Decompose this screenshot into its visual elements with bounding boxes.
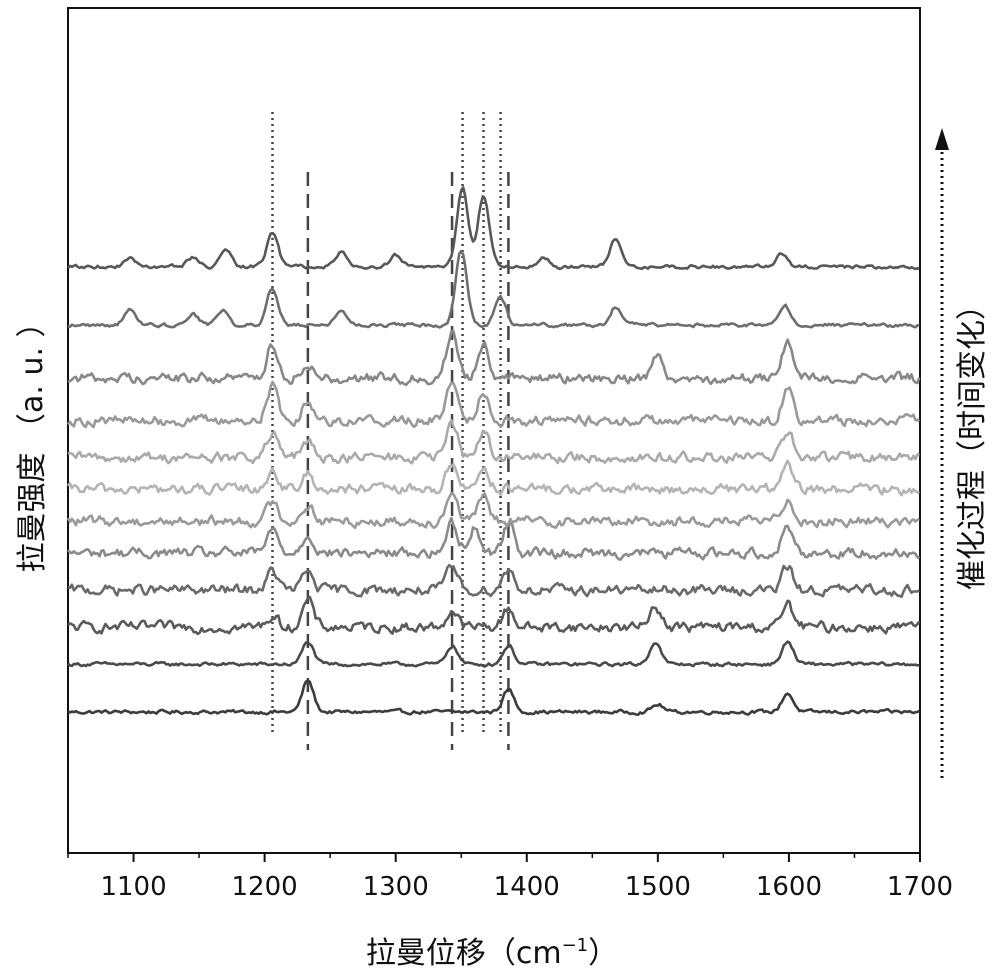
x-tick-label-1300: 1300 xyxy=(363,872,429,902)
spectrum-series-10 xyxy=(67,330,921,387)
spectrum-series-7 xyxy=(66,459,920,497)
y-axis-title: 拉曼强度 （a. u. ） xyxy=(15,307,50,572)
spectra-series xyxy=(66,186,921,716)
reference-lines xyxy=(271,112,510,750)
x-tick-label-1200: 1200 xyxy=(232,872,298,902)
time-progress-label: 催化过程（时间变化） xyxy=(955,290,990,590)
plot-border xyxy=(67,7,921,854)
x-axis-ticks: 1100 1200 1300 1400 1500 1600 1700 xyxy=(67,853,953,902)
x-tick-label-1400: 1400 xyxy=(494,872,560,902)
x-tick-label-1700: 1700 xyxy=(887,872,953,902)
spectrum-series-9 xyxy=(66,380,921,429)
x-tick-label-1600: 1600 xyxy=(756,872,822,902)
plot-frame xyxy=(67,7,921,854)
spectrum-series-1 xyxy=(67,679,920,716)
spectrum-series-4 xyxy=(67,563,920,598)
x-tick-label-1100: 1100 xyxy=(100,872,166,902)
x-tick-label-1500: 1500 xyxy=(625,872,691,902)
spectrum-series-2 xyxy=(67,640,920,668)
spectrum-series-11 xyxy=(67,249,920,329)
time-arrow-head xyxy=(935,128,949,150)
x-axis-title: 拉曼位移（cm−1） xyxy=(366,935,618,971)
spectrum-series-8 xyxy=(67,419,920,465)
spectrum-series-6 xyxy=(66,491,920,529)
spectrum-series-12 xyxy=(67,186,920,271)
spectrum-series-3 xyxy=(67,595,921,636)
spectrum-series-5 xyxy=(67,516,921,561)
